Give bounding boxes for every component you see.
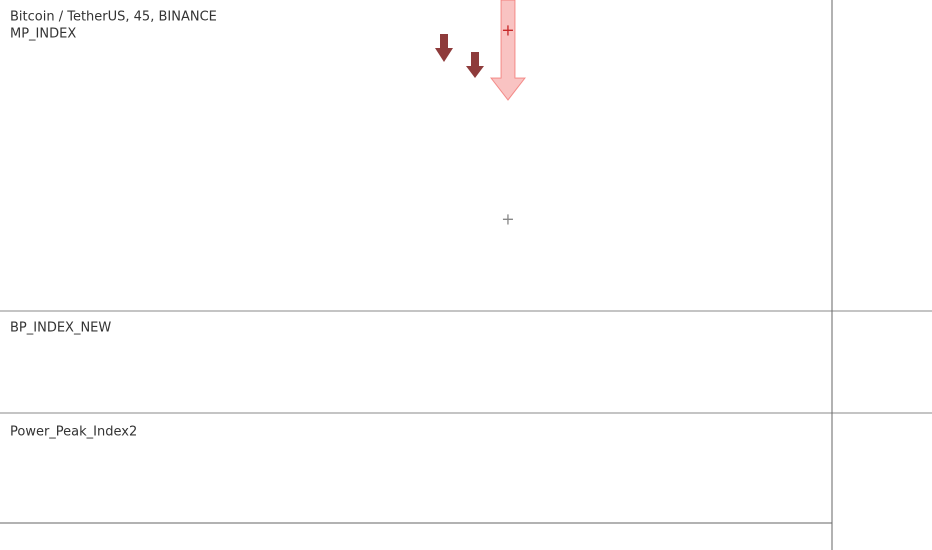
indicator-name: Power_Peak_Index2 bbox=[10, 425, 137, 440]
plus-marker: + bbox=[501, 21, 514, 40]
indicator-name: MP_INDEX bbox=[10, 27, 76, 42]
signal-arrows: + + bbox=[435, 0, 527, 229]
arrow bbox=[489, 0, 527, 101]
arrow bbox=[466, 52, 484, 78]
chart-title: Bitcoin / TetherUS, 45, BINANCE bbox=[10, 10, 217, 25]
indicator-name: BP_INDEX_NEW bbox=[10, 321, 111, 336]
arrow bbox=[435, 34, 453, 62]
plus-marker: + bbox=[501, 210, 514, 229]
